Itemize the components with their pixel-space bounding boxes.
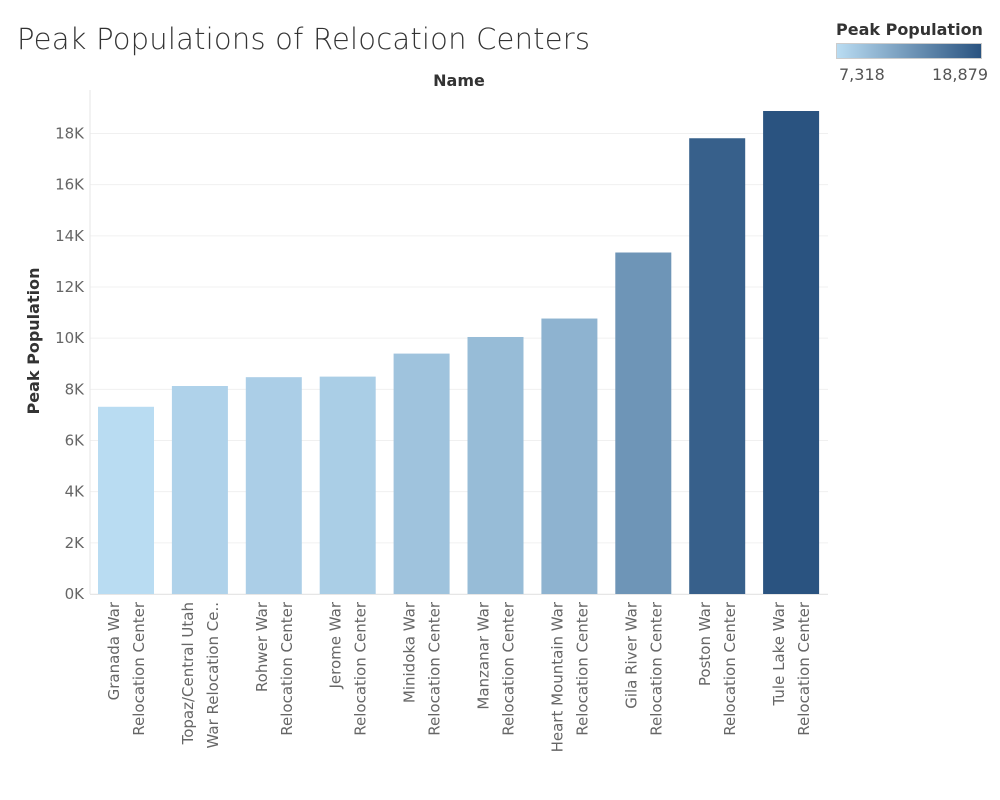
category-label: Relocation Center (278, 601, 296, 736)
legend-min-label: 7,318 (839, 65, 885, 84)
category-label: Jerome War (327, 601, 345, 689)
category-label: Relocation Center (426, 601, 444, 736)
y-tick-label: 14K (55, 227, 85, 245)
category-label: Granada War (105, 601, 123, 700)
bar[interactable] (467, 336, 524, 594)
bar[interactable] (541, 318, 598, 594)
bar[interactable] (689, 138, 746, 594)
chart-title: Peak Populations of Relocation Centers (17, 22, 591, 56)
bar[interactable] (393, 353, 450, 594)
category-label: Relocation Center (352, 601, 370, 736)
category-label: War Relocation Ce.. (204, 602, 222, 749)
category-label: Topaz/Central Utah (179, 602, 197, 745)
bar[interactable] (171, 386, 228, 594)
y-tick-label: 8K (65, 380, 86, 398)
category-label: Relocation Center (647, 601, 665, 736)
category-label: Heart Mountain War (548, 601, 566, 752)
y-tick-label: 12K (55, 278, 85, 296)
y-tick-label: 0K (65, 585, 86, 603)
category-label: Manzanar War (475, 601, 493, 709)
bar[interactable] (245, 377, 302, 594)
y-tick-label: 18K (55, 124, 85, 142)
bar[interactable] (98, 406, 154, 594)
category-label: Relocation Center (721, 601, 739, 736)
legend-gradient-bar (836, 43, 982, 59)
category-label: Relocation Center (573, 601, 591, 736)
legend-title: Peak Population (836, 20, 983, 39)
bar[interactable] (319, 376, 376, 594)
category-label: Relocation Center (500, 601, 518, 736)
category-label: Minidoka War (401, 601, 419, 703)
category-label: Poston War (696, 601, 714, 686)
category-label: Relocation Center (795, 601, 813, 736)
bar[interactable] (615, 252, 672, 594)
y-axis-title: Peak Population (24, 268, 43, 415)
y-tick-label: 16K (55, 176, 85, 194)
category-label: Relocation Center (130, 601, 148, 736)
color-legend: Peak Population 7,318 18,879 (836, 20, 988, 84)
column-header: Name (433, 71, 485, 90)
category-label: Rohwer War (253, 601, 271, 692)
y-tick-label: 10K (55, 329, 85, 347)
y-tick-label: 6K (65, 431, 86, 449)
category-label: Gila River War (622, 601, 640, 709)
legend-max-label: 18,879 (932, 65, 988, 84)
bar[interactable] (763, 111, 820, 594)
category-label: Tule Lake War (770, 601, 788, 706)
y-tick-label: 2K (65, 534, 86, 552)
y-tick-label: 4K (65, 483, 86, 501)
